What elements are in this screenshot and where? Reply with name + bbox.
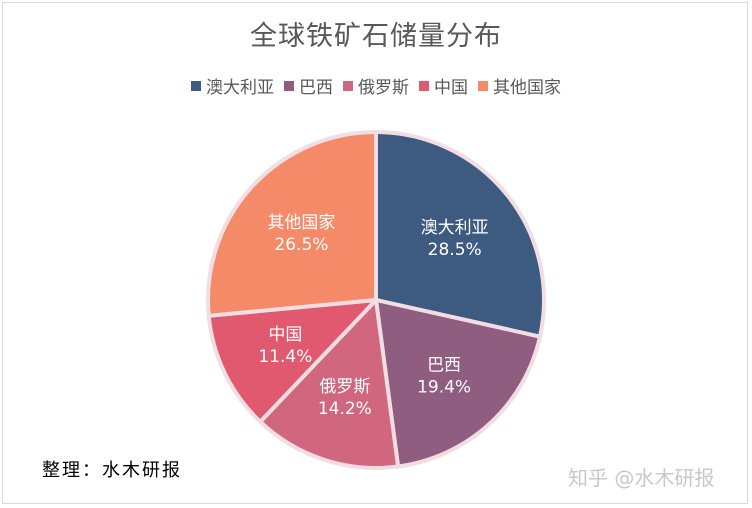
legend-item: 其他国家 — [478, 73, 561, 98]
pie-slice — [374, 130, 546, 339]
slice-value-label: 14.2% — [318, 399, 372, 419]
slice-category-label: 其他国家 — [267, 213, 335, 233]
legend-swatch — [284, 80, 294, 91]
slice-category-label: 中国 — [268, 325, 302, 345]
legend-label: 俄罗斯 — [358, 78, 409, 98]
watermark: 知乎 @水木研报 — [568, 466, 715, 490]
legend-swatch — [343, 80, 353, 91]
legend-item: 俄罗斯 — [343, 73, 409, 98]
legend-label: 澳大利亚 — [206, 78, 274, 98]
legend-item: 巴西 — [284, 73, 333, 98]
pie-slice — [206, 298, 378, 424]
legend-label: 其他国家 — [493, 78, 561, 98]
legend-swatch — [419, 80, 429, 91]
pie-slice — [206, 130, 378, 318]
slice-value-label: 19.4% — [417, 377, 471, 397]
slice-category-label: 巴西 — [427, 355, 461, 375]
legend-swatch — [191, 80, 201, 91]
slice-category-label: 俄罗斯 — [319, 377, 370, 397]
legend-label: 巴西 — [299, 78, 333, 98]
slice-category-label: 澳大利亚 — [421, 218, 489, 238]
slice-value-label: 28.5% — [428, 240, 482, 260]
legend-item: 澳大利亚 — [191, 73, 274, 98]
legend-label: 中国 — [434, 78, 468, 98]
chart-title: 全球铁矿石储量分布 — [250, 21, 502, 52]
pie-slice — [374, 298, 542, 469]
pie-slice — [258, 298, 401, 470]
chart-legend: 澳大利亚 巴西 俄罗斯 中国 其他国家 — [0, 73, 752, 98]
legend-item: 中国 — [419, 73, 468, 98]
source-credit: 整理：水木研报 — [42, 460, 182, 481]
slice-value-label: 11.4% — [258, 347, 312, 367]
slice-value-label: 26.5% — [274, 235, 328, 255]
legend-swatch — [478, 80, 488, 91]
